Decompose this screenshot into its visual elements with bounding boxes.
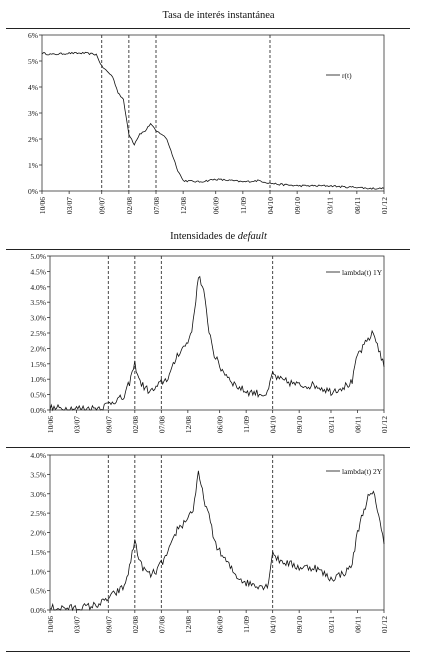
chart-2-xtick-label: 09/10 — [295, 416, 304, 433]
chart-1-xtick-label: 09/10 — [293, 197, 302, 214]
chart-3-xtick-label: 04/10 — [269, 616, 278, 633]
chart-2-xtick-label: 10/06 — [46, 416, 55, 433]
chart-1-ytick-label: 5% — [28, 57, 38, 66]
chart-3-xtick-label: 03/07 — [73, 616, 82, 633]
page-bottom-rule — [6, 651, 410, 652]
chart-1-ytick-label: 0% — [28, 187, 38, 196]
chart-1-xtick-label: 07/08 — [152, 197, 161, 214]
chart-1-xtick-label: 03/07 — [65, 197, 74, 214]
chart-3-xtick-label: 02/08 — [131, 616, 140, 633]
chart-3-series-line — [49, 470, 385, 612]
chart-1-xtick-label: 06/09 — [212, 197, 221, 214]
chart-3-ytick-label: 0.5% — [30, 587, 46, 596]
chart-3-xtick-label: 06/09 — [216, 616, 225, 633]
chart-2-xtick-label: 03/07 — [73, 416, 82, 433]
chart-1-ytick-label: 2% — [28, 135, 38, 144]
chart-2-ytick-label: 2.5% — [30, 329, 46, 338]
chart-1-frame — [41, 34, 385, 192]
chart-3-ytick-label: 4.0% — [30, 451, 46, 460]
chart-2-xtick-label: 02/08 — [131, 416, 140, 433]
chart-1-ytick-label: 3% — [28, 109, 38, 118]
chart-1-xtick-label: 04/10 — [266, 197, 275, 214]
chart-2-xtick-label: 11/09 — [242, 416, 251, 433]
chart-3-ytick-label: 1.5% — [30, 548, 46, 557]
chart-1-ytick-label: 6% — [28, 31, 38, 40]
chart-3-frame — [49, 454, 385, 611]
chart-2-ytick-label: 4.5% — [30, 267, 46, 276]
chart-1-series-line — [41, 51, 385, 190]
chart-1-ytick-label: 1% — [28, 161, 38, 170]
chart-3-ytick-label: 2.5% — [30, 509, 46, 518]
chart-1-xtick-label: 02/08 — [125, 197, 134, 214]
chart-2-ytick-label: 2.0% — [30, 344, 46, 353]
chart-2-xtick-label: 08/11 — [353, 416, 362, 433]
chart-2-ytick-label: 0.5% — [30, 391, 46, 400]
chart-2-ytick-label: 1.5% — [30, 360, 46, 369]
chart-1-legend-label: r(t) — [342, 71, 352, 80]
chart-1-xtick-label: 09/07 — [98, 197, 107, 214]
chart-2-title-italic: default — [237, 231, 267, 242]
chart-1-xtick-label: 10/06 — [38, 197, 47, 214]
chart-1-xtick-label: 08/11 — [353, 197, 362, 214]
chart-2-title-rule — [6, 249, 410, 250]
chart-2-xtick-label: 04/10 — [269, 416, 278, 433]
chart-2-legend-label: lambda(t) 1Y — [342, 268, 383, 277]
chart-1-xtick-label: 03/11 — [326, 197, 335, 214]
chart-3-xtick-label: 12/08 — [184, 616, 193, 633]
chart-1-xtick-label: 11/09 — [239, 197, 248, 214]
chart-1-title-rule — [6, 28, 410, 29]
chart-2-title: Intensidades de default — [170, 231, 267, 242]
chart-3-ytick-label: 2.0% — [30, 529, 46, 538]
chart-3-xtick-label: 09/07 — [104, 616, 113, 633]
chart-1-ytick-label: 4% — [28, 83, 38, 92]
chart-2-xtick-label: 03/11 — [327, 416, 336, 433]
chart-2-xtick-label: 06/09 — [216, 416, 225, 433]
chart-3-xtick-label: 11/09 — [242, 616, 251, 633]
chart-3-ytick-label: 0.0% — [30, 606, 46, 615]
chart-1-xtick-label: 12/08 — [179, 197, 188, 214]
chart-2-xtick-label: 01/12 — [380, 416, 389, 433]
chart-3-ytick-label: 1.0% — [30, 567, 46, 576]
chart-2-xtick-label: 12/08 — [184, 416, 193, 433]
chart-3-xtick-label: 08/11 — [353, 616, 362, 633]
chart-2-frame — [49, 255, 385, 411]
chart-2-ytick-label: 0.0% — [30, 406, 46, 415]
chart-2-ytick-label: 4.0% — [30, 283, 46, 292]
chart-3-xtick-label: 07/08 — [157, 616, 166, 633]
chart-3-legend-label: lambda(t) 2Y — [342, 467, 383, 476]
chart-2-ytick-label: 5.0% — [30, 252, 46, 261]
chart-3-ytick-label: 3.0% — [30, 490, 46, 499]
chart-2-series-line — [49, 275, 385, 412]
chart-3-xtick-label: 10/06 — [46, 616, 55, 633]
chart-2-xtick-label: 09/07 — [104, 416, 113, 433]
chart-2-xtick-label: 07/08 — [157, 416, 166, 433]
chart-3-xtick-label: 03/11 — [327, 616, 336, 633]
chart-3-ytick-label: 3.5% — [30, 470, 46, 479]
chart-2-ytick-label: 3.0% — [30, 314, 46, 323]
chart-3-xtick-label: 09/10 — [295, 616, 304, 633]
chart-3-xtick-label: 01/12 — [380, 616, 389, 633]
chart-3-top-rule — [6, 447, 410, 448]
chart-2-ytick-label: 3.5% — [30, 298, 46, 307]
chart-1-xtick-label: 01/12 — [380, 197, 389, 214]
chart-2-ytick-label: 1.0% — [30, 375, 46, 384]
chart-1-title: Tasa de interés instantánea — [162, 10, 275, 21]
